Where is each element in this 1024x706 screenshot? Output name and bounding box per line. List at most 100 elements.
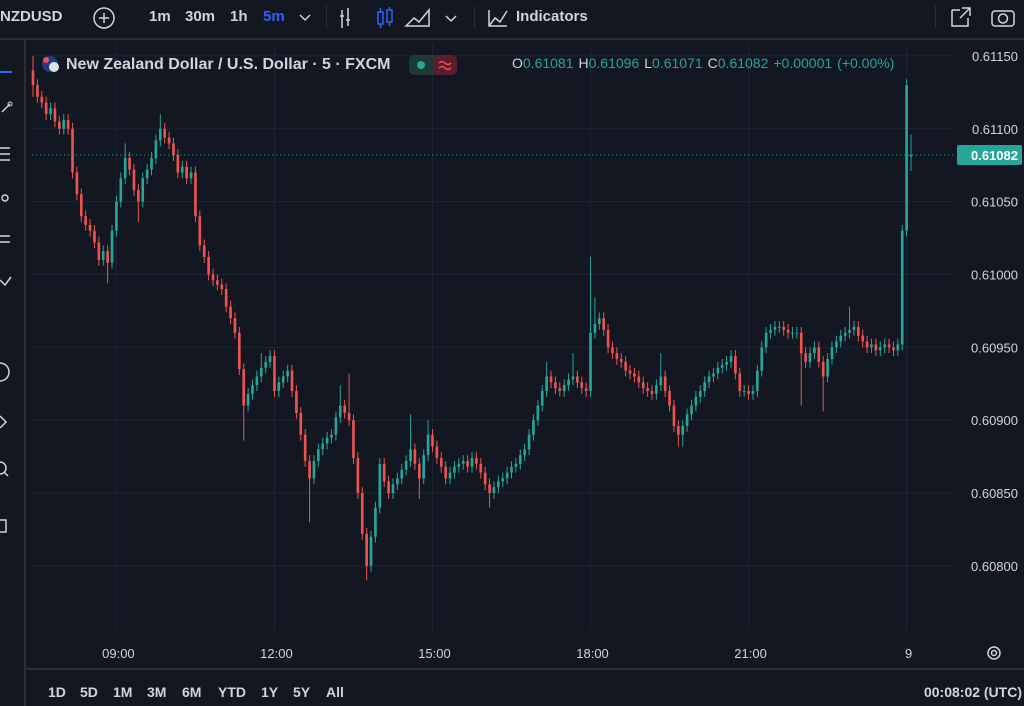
candle-body — [88, 224, 92, 231]
candle-body — [273, 356, 276, 392]
candle-body — [312, 460, 316, 479]
ohlc-value: 0.61082 — [717, 55, 769, 71]
status-badges[interactable] — [408, 54, 457, 76]
candle-body — [813, 347, 816, 354]
candle-body — [84, 216, 87, 225]
y-tick-label: 0.60850 — [971, 486, 1018, 501]
candle-body — [698, 391, 702, 397]
candle-body — [418, 463, 421, 479]
candle-body — [233, 318, 237, 333]
candle-body — [387, 481, 390, 494]
chart-style-icons[interactable] — [338, 6, 468, 30]
candle-body — [589, 332, 592, 392]
candle-body — [150, 157, 153, 170]
candle-body — [545, 376, 548, 392]
x-tick-label: 18:00 — [576, 646, 609, 661]
y-tick-label: 0.60950 — [971, 340, 1018, 355]
candle-body — [238, 332, 241, 370]
range-button[interactable]: 5Y — [293, 684, 311, 700]
candle-body — [49, 108, 52, 115]
range-button[interactable]: All — [326, 684, 344, 700]
interval-active[interactable]: 5m — [263, 8, 285, 25]
symbol-title: New Zealand Dollar / U.S. Dollar · 5 · F… — [66, 56, 391, 73]
candle-body — [712, 373, 715, 377]
candle-body — [536, 405, 540, 421]
candle-body — [53, 108, 57, 122]
candle-body — [835, 341, 838, 348]
candle-body — [821, 361, 825, 377]
y-tick-label: 0.60800 — [971, 559, 1018, 574]
candle-body — [611, 347, 614, 354]
right-icons[interactable] — [948, 4, 1024, 30]
candle-body — [488, 484, 491, 494]
candle-body — [400, 469, 404, 479]
interval[interactable]: 30m — [185, 8, 216, 25]
last-price-label: 0.61082 — [971, 148, 1018, 163]
candle-body — [558, 388, 562, 392]
candle-body — [44, 102, 48, 115]
candle-body — [518, 455, 522, 464]
candle-body — [255, 376, 259, 386]
candle-body — [189, 172, 193, 179]
settings-icon[interactable] — [984, 643, 1004, 663]
candle-body — [457, 463, 461, 467]
candle-body — [308, 460, 311, 479]
candle-body — [703, 382, 706, 392]
range-button[interactable]: 1Y — [261, 684, 279, 700]
candle-body — [795, 332, 799, 334]
candle-body — [527, 434, 531, 450]
x-tick-label: 09:00 — [102, 646, 135, 661]
candle-body — [852, 326, 856, 330]
candle-body — [352, 420, 355, 459]
candle-body — [180, 166, 184, 173]
candle-body — [347, 412, 351, 421]
candle-body — [720, 364, 724, 368]
candle-body — [277, 382, 281, 392]
candle-body — [158, 128, 162, 141]
dropdown-icon[interactable] — [298, 10, 312, 24]
candle-body — [826, 358, 829, 377]
symbol[interactable]: NZDUSD — [0, 8, 63, 25]
candle-body — [431, 434, 434, 447]
change-percent: (+0.00%) — [837, 55, 895, 71]
candle-body — [321, 443, 325, 450]
candle-body — [839, 335, 843, 342]
range-button[interactable]: 1M — [113, 684, 133, 700]
candle-body — [597, 318, 601, 325]
candle-body — [299, 412, 303, 435]
candle-body — [716, 367, 720, 374]
interval[interactable]: 1h — [230, 8, 248, 25]
candle-body — [646, 388, 649, 392]
candle-body — [887, 344, 891, 348]
candle-body — [365, 533, 368, 566]
candle-body — [769, 329, 772, 333]
candle-body — [75, 172, 79, 195]
x-tick-label: 21:00 — [734, 646, 767, 661]
drawing-tools[interactable] — [0, 60, 22, 550]
range-button[interactable]: 6M — [182, 684, 202, 700]
candle-body — [501, 478, 505, 482]
range-button[interactable]: YTD — [218, 684, 246, 700]
candle-body — [633, 373, 636, 377]
candle-body — [615, 353, 619, 359]
candle-body — [369, 536, 373, 566]
candle-body — [128, 157, 131, 170]
candle-body — [404, 460, 408, 470]
candle-body — [756, 370, 759, 392]
candle-body — [896, 344, 900, 351]
candle-body — [681, 426, 685, 435]
range-button[interactable]: 5D — [80, 684, 98, 700]
candle-body — [58, 121, 61, 129]
candle-body — [413, 449, 417, 464]
indicators-button[interactable]: Indicators — [516, 8, 588, 25]
candle-body — [453, 466, 456, 473]
range-button[interactable]: 1D — [48, 684, 66, 700]
candle-body — [264, 361, 267, 368]
range-button[interactable]: 3M — [147, 684, 167, 700]
candle-body — [685, 414, 689, 427]
candle-body — [742, 391, 746, 393]
add-symbol-icon[interactable] — [92, 6, 116, 30]
interval[interactable]: 1m — [149, 8, 171, 25]
candle-body — [870, 344, 873, 348]
indicators-icon[interactable] — [486, 6, 510, 30]
